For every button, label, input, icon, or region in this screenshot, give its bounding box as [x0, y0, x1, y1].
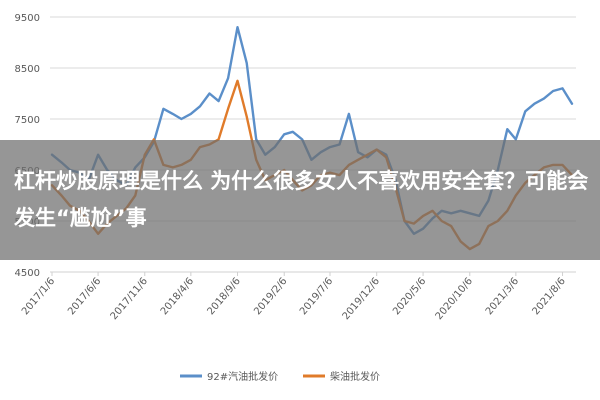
x-tick-label: 2017/6/6	[66, 276, 103, 317]
x-tick-label: 2018/4/6	[159, 276, 196, 317]
x-tick-label: 2021/3/6	[484, 276, 521, 317]
x-tick-label: 2020/5/6	[391, 276, 428, 317]
legend-label-1: 92#汽油批发价	[207, 370, 278, 383]
x-axis-ticks: 2017/1/6 2017/6/6 2017/11/6 2018/4/6 2018/9/…	[20, 272, 568, 322]
headline-banner	[0, 140, 600, 260]
x-tick-label: 2018/9/6	[206, 276, 243, 317]
x-tick-label: 2017/11/6	[109, 276, 150, 322]
y-tick-label: 7500	[15, 115, 40, 126]
x-tick-label: 2019/7/6	[298, 276, 335, 317]
legend-label-2: 柴油批发价	[330, 370, 380, 383]
y-tick-label: 8500	[15, 64, 40, 75]
x-tick-label: 2019/2/6	[252, 276, 289, 317]
legend: 92#汽油批发价 柴油批发价	[180, 370, 380, 383]
y-tick-label: 9500	[15, 13, 40, 24]
x-tick-label: 2020/10/6	[434, 276, 475, 322]
y-tick-label: 4500	[15, 268, 40, 279]
x-tick-label: 2021/8/6	[531, 276, 568, 317]
headline-text: 杠杆炒股原理是什么 为什么很多女人不喜欢用安全套？可能会发生“尴尬”事	[14, 169, 589, 230]
x-tick-label: 2019/12/6	[341, 276, 382, 322]
x-tick-label: 2017/1/6	[20, 276, 57, 317]
